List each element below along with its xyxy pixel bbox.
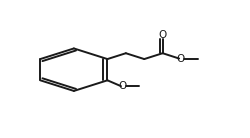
Text: O: O bbox=[158, 30, 167, 40]
Text: O: O bbox=[176, 54, 185, 64]
Text: O: O bbox=[118, 81, 127, 91]
